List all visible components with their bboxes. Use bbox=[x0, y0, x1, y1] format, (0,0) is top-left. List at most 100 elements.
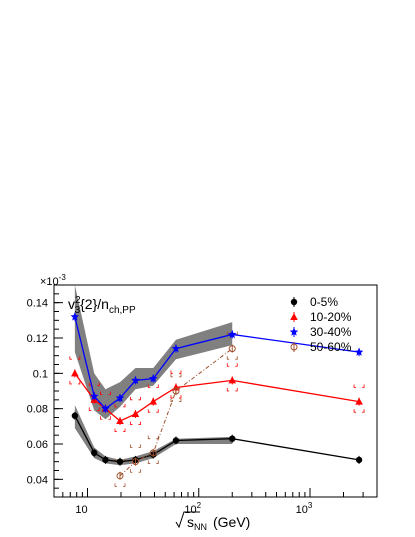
sys-bracket bbox=[138, 469, 141, 473]
sys-bracket bbox=[156, 409, 159, 413]
x-tick-label: 102 bbox=[184, 501, 201, 516]
uncertainty-band bbox=[74, 285, 233, 420]
sys-bracket bbox=[156, 435, 159, 440]
data-point-circle bbox=[229, 435, 236, 442]
sys-bracket bbox=[138, 444, 141, 448]
sys-bracket bbox=[226, 363, 230, 367]
sys-bracket bbox=[97, 382, 100, 387]
data-point-triangle bbox=[116, 417, 124, 425]
series-markers bbox=[70, 312, 364, 480]
legend-label: 50-60% bbox=[310, 340, 352, 354]
data-point-triangle bbox=[71, 369, 79, 377]
x-tick-label: 10 bbox=[75, 504, 87, 516]
data-point-star bbox=[171, 344, 181, 353]
x-label-sub: NN bbox=[194, 522, 207, 532]
sys-bracket bbox=[100, 391, 103, 395]
svg-text:sNN(GeV): sNN (GeV) bbox=[187, 514, 250, 532]
sys-bracket bbox=[130, 421, 133, 425]
sys-bracket bbox=[178, 398, 182, 402]
y-tick-label: 0.1 bbox=[33, 368, 48, 380]
sys-bracket bbox=[170, 398, 173, 402]
y-axis: 0.04 0.06 0.08 0.1 0.12 0.14 bbox=[27, 284, 63, 498]
systematic-brackets bbox=[69, 331, 365, 487]
data-point-star bbox=[354, 347, 364, 356]
legend-label: 10-20% bbox=[310, 310, 352, 324]
sys-bracket bbox=[138, 396, 141, 401]
sys-bracket bbox=[147, 384, 151, 388]
sys-bracket bbox=[69, 356, 72, 360]
sys-bracket bbox=[147, 435, 151, 440]
data-point-circle bbox=[116, 458, 124, 465]
plot-label-sub: ch,PP bbox=[109, 305, 136, 316]
data-point-circle bbox=[172, 437, 180, 444]
sys-bracket bbox=[100, 416, 103, 420]
y-tick-label: 0.06 bbox=[27, 439, 48, 451]
sys-bracket bbox=[77, 356, 81, 360]
sys-bracket bbox=[114, 428, 118, 433]
sys-bracket bbox=[170, 370, 173, 374]
y-multiplier-exp: -3 bbox=[59, 273, 67, 282]
data-point-open-circle bbox=[149, 449, 157, 457]
sys-bracket bbox=[178, 395, 182, 399]
sys-bracket bbox=[235, 356, 238, 360]
x-tick-exp: 3 bbox=[308, 501, 313, 510]
sys-bracket bbox=[123, 403, 126, 408]
plot-label-sup: 2 bbox=[75, 295, 81, 306]
data-point-triangle bbox=[131, 409, 140, 417]
data-point-star bbox=[101, 404, 110, 413]
y-multiplier: ×10-3 bbox=[40, 273, 66, 288]
sys-bracket bbox=[226, 388, 230, 392]
data-point-star bbox=[227, 329, 237, 339]
legend-label: 30-40% bbox=[310, 325, 352, 339]
x-axis: 10 102 103 bbox=[53, 488, 378, 516]
sys-bracket bbox=[114, 483, 118, 487]
plot-label: v2 3{2}/nch,PP bbox=[68, 295, 136, 316]
sys-bracket bbox=[235, 388, 238, 392]
sys-bracket bbox=[156, 460, 159, 464]
data-point-star bbox=[70, 312, 80, 321]
legend: 0-5%10-20%30-40%50-60% bbox=[289, 295, 352, 354]
x-tick-label: 103 bbox=[296, 501, 313, 516]
sys-bracket bbox=[178, 370, 182, 374]
sys-bracket bbox=[123, 483, 126, 487]
y-tick-label: 0.14 bbox=[27, 298, 48, 310]
sys-bracket bbox=[108, 391, 111, 395]
sys-bracket bbox=[235, 331, 238, 335]
data-point-circle bbox=[355, 456, 363, 464]
sys-bracket bbox=[69, 380, 72, 385]
data-point-circle bbox=[71, 412, 79, 419]
sys-bracket bbox=[362, 384, 365, 388]
sys-bracket bbox=[147, 460, 151, 464]
x-label-main: s bbox=[187, 514, 194, 530]
sys-bracket bbox=[88, 382, 92, 387]
plot-label-mid: {2}/n bbox=[80, 296, 109, 312]
data-point-open-circle bbox=[116, 472, 124, 480]
sys-bracket bbox=[123, 428, 126, 433]
sys-bracket bbox=[178, 373, 182, 378]
sys-bracket bbox=[226, 331, 230, 335]
sys-bracket bbox=[138, 421, 141, 425]
data-point-open-circle bbox=[290, 343, 298, 351]
data-point-open-circle bbox=[228, 345, 236, 353]
sys-bracket bbox=[77, 380, 81, 385]
sys-bracket bbox=[130, 444, 133, 448]
sys-bracket bbox=[156, 384, 159, 388]
sys-bracket bbox=[97, 407, 100, 411]
data-point-circle bbox=[290, 298, 298, 306]
data-point-triangle bbox=[149, 397, 158, 405]
sys-bracket bbox=[353, 384, 357, 388]
x-tick-exp: 2 bbox=[197, 501, 202, 510]
data-point-circle bbox=[91, 449, 98, 457]
legend-label: 0-5% bbox=[310, 295, 338, 309]
y-tick-label: 0.04 bbox=[27, 474, 48, 486]
data-point-star bbox=[289, 327, 299, 336]
data-point-open-circle bbox=[172, 387, 180, 395]
sys-bracket bbox=[170, 373, 173, 378]
data-point-star bbox=[148, 374, 158, 383]
data-point-star bbox=[89, 391, 99, 400]
data-point-triangle bbox=[290, 313, 298, 320]
data-point-triangle bbox=[228, 376, 237, 384]
sys-bracket bbox=[88, 407, 92, 411]
data-point-open-circle bbox=[131, 458, 139, 466]
